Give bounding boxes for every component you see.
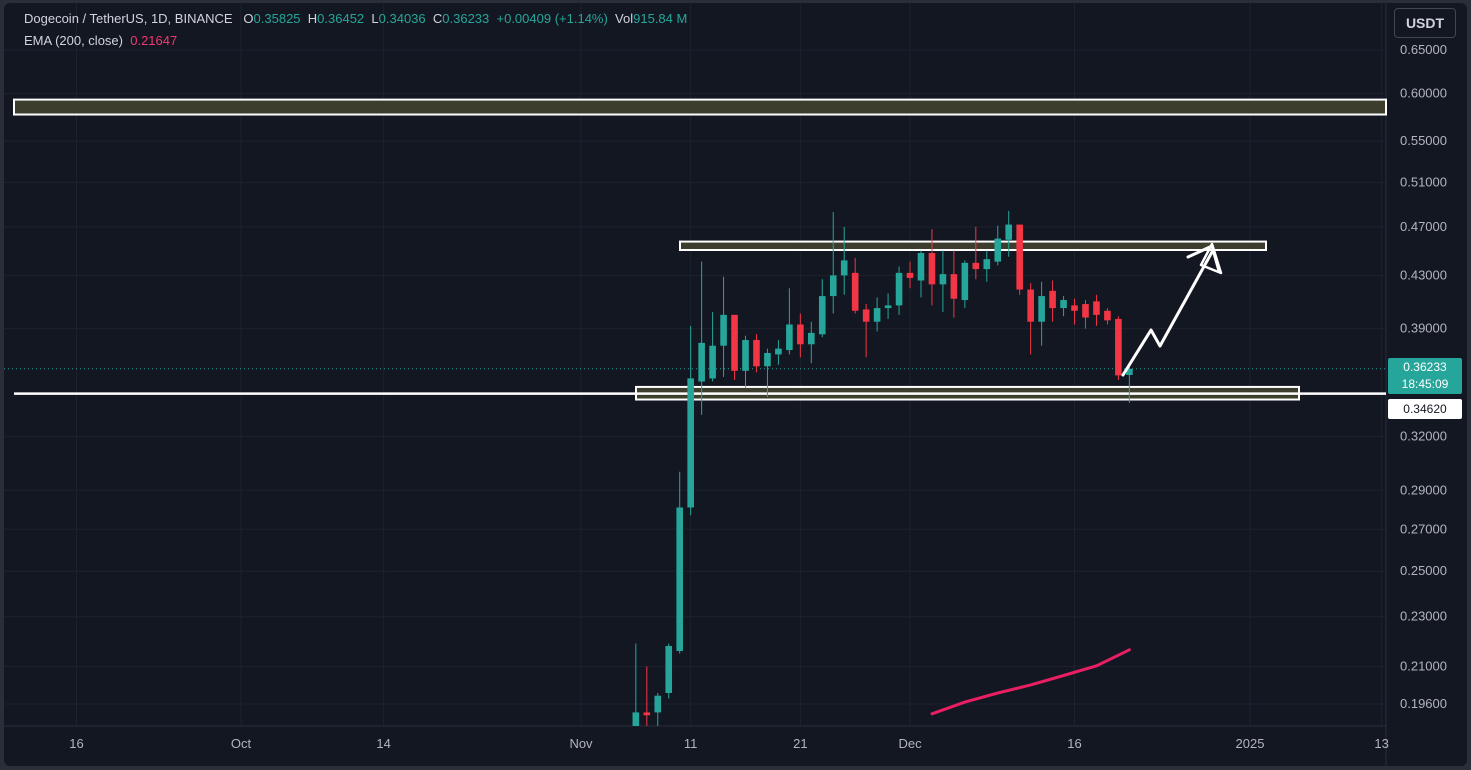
projection-arrow bbox=[1121, 250, 1214, 377]
price-axis-tick-label: 0.25000 bbox=[1400, 563, 1447, 578]
volume-value: 915.84 M bbox=[633, 11, 688, 26]
ema-value: 0.21647 bbox=[130, 33, 178, 48]
candle-body bbox=[1049, 290, 1056, 309]
candle-body bbox=[884, 305, 892, 309]
current-price-label: 0.36233 bbox=[1403, 360, 1447, 374]
candle-body bbox=[654, 695, 662, 713]
price-axis-tick-label: 0.23000 bbox=[1400, 609, 1447, 624]
price-axis-tick-label: 0.43000 bbox=[1400, 267, 1447, 282]
volume-label: Vol bbox=[615, 11, 634, 26]
price-axis-tick-label: 0.21000 bbox=[1400, 658, 1447, 673]
candle-body bbox=[764, 352, 771, 367]
candle-body bbox=[895, 272, 903, 306]
close-label: C bbox=[432, 11, 443, 26]
candle-body bbox=[643, 712, 651, 716]
candle-body bbox=[1126, 368, 1133, 375]
price-axis-tick-label: 0.55000 bbox=[1400, 133, 1447, 148]
price-axis-tick-label: 0.51000 bbox=[1400, 174, 1447, 189]
candle-body bbox=[972, 262, 980, 270]
price-axis-tick-label: 0.19600 bbox=[1400, 696, 1447, 711]
chart-frame: 0.65000 0.60000 0.55000 0.51000 0.47000 0.430… bbox=[4, 3, 1467, 766]
candle-body bbox=[928, 253, 936, 285]
candle-body bbox=[709, 345, 716, 379]
resistance-zone bbox=[13, 98, 1387, 116]
open-label: O bbox=[243, 11, 254, 26]
candle-body bbox=[983, 259, 991, 270]
time-axis-tick-label: Nov bbox=[569, 736, 593, 751]
candle-body bbox=[1082, 304, 1089, 318]
price-axis-tick-label: 0.60000 bbox=[1400, 86, 1447, 101]
high-value: 0.36452 bbox=[317, 11, 365, 26]
high-label: H bbox=[307, 11, 318, 26]
open-value: 0.35825 bbox=[253, 11, 301, 26]
candle-body bbox=[687, 378, 694, 508]
time-axis-tick-label: 13 bbox=[1374, 736, 1388, 751]
price-axis-tick-label: 0.27000 bbox=[1400, 521, 1447, 536]
ohlc-legend: Dogecoin / TetherUS, 1D, BINANCE O0.3582… bbox=[24, 11, 687, 26]
candle-body bbox=[851, 272, 859, 311]
time-axis-tick-label: 16 bbox=[1067, 736, 1081, 751]
candle-body bbox=[1016, 224, 1023, 290]
change-value: +0.00409 (+1.14%) bbox=[496, 11, 608, 26]
candles-layer bbox=[632, 210, 1133, 726]
currency-button[interactable]: USDT bbox=[1394, 8, 1456, 38]
candle-body bbox=[917, 253, 925, 281]
ema-200-line bbox=[930, 648, 1131, 716]
time-axis-tick-label: 14 bbox=[376, 736, 390, 751]
candle-body bbox=[939, 274, 947, 285]
candle-body bbox=[1115, 318, 1122, 376]
candle-body bbox=[818, 296, 826, 335]
candle-body bbox=[1027, 289, 1034, 322]
time-axis-tick-label: 16 bbox=[69, 736, 83, 751]
candle-body bbox=[797, 324, 804, 345]
close-value: 0.36233 bbox=[442, 11, 490, 26]
candle-body bbox=[720, 314, 727, 346]
candle-body bbox=[1093, 301, 1100, 315]
candle-body bbox=[961, 262, 969, 301]
candle-body bbox=[753, 339, 760, 367]
low-label: L bbox=[371, 11, 379, 26]
time-axis-tick-label: 11 bbox=[684, 736, 698, 751]
candle-body bbox=[742, 339, 749, 371]
candle-body bbox=[1038, 296, 1045, 322]
candle-body bbox=[840, 260, 848, 276]
bar-countdown-label: 18:45:09 bbox=[1401, 377, 1449, 391]
current-price-badge: 0.36233 18:45:09 bbox=[1388, 358, 1462, 394]
candle-body bbox=[665, 645, 673, 693]
candle-body bbox=[1071, 305, 1078, 311]
candle-body bbox=[873, 308, 881, 322]
candle-body bbox=[786, 324, 793, 351]
price-axis-tick-label: 0.29000 bbox=[1400, 482, 1447, 497]
candle-body bbox=[698, 342, 705, 382]
candle-body bbox=[906, 272, 914, 278]
candle-body bbox=[676, 507, 684, 651]
symbol-title[interactable]: Dogecoin / TetherUS, 1D, BINANCE bbox=[24, 11, 233, 26]
resistance-zone bbox=[679, 240, 1267, 251]
candle-body bbox=[950, 274, 958, 299]
price-axis-tick-label: 0.65000 bbox=[1400, 42, 1447, 57]
time-axis-tick-label: 21 bbox=[793, 736, 807, 751]
candle-body bbox=[632, 712, 640, 726]
time-axis-tick-label: Dec bbox=[898, 736, 922, 751]
price-axis-tick-label: 0.39000 bbox=[1400, 321, 1447, 336]
candle-body bbox=[1005, 224, 1013, 240]
candle-body bbox=[808, 332, 815, 345]
candle-body bbox=[862, 309, 870, 322]
time-axis-tick-label: Oct bbox=[231, 736, 252, 751]
time-axis-tick-label: 2025 bbox=[1236, 736, 1265, 751]
candle-body bbox=[731, 314, 738, 371]
candle-body bbox=[775, 348, 782, 355]
price-chart[interactable]: 0.65000 0.60000 0.55000 0.51000 0.47000 0.430… bbox=[4, 3, 1467, 766]
candle-body bbox=[994, 238, 1002, 262]
price-axis-tick-label: 0.47000 bbox=[1400, 219, 1447, 234]
low-value: 0.34036 bbox=[378, 11, 426, 26]
ema-label: EMA (200, close) bbox=[24, 33, 123, 48]
candle-body bbox=[1104, 310, 1111, 321]
candle-body bbox=[1060, 300, 1067, 309]
price-axis-tick-label: 0.32000 bbox=[1400, 429, 1447, 444]
ema-legend[interactable]: EMA (200, close) 0.21647 bbox=[24, 33, 177, 48]
arrow-head-stroke bbox=[1186, 244, 1221, 273]
candle-body bbox=[829, 275, 837, 297]
support-price-badge: 0.34620 bbox=[1388, 399, 1462, 419]
